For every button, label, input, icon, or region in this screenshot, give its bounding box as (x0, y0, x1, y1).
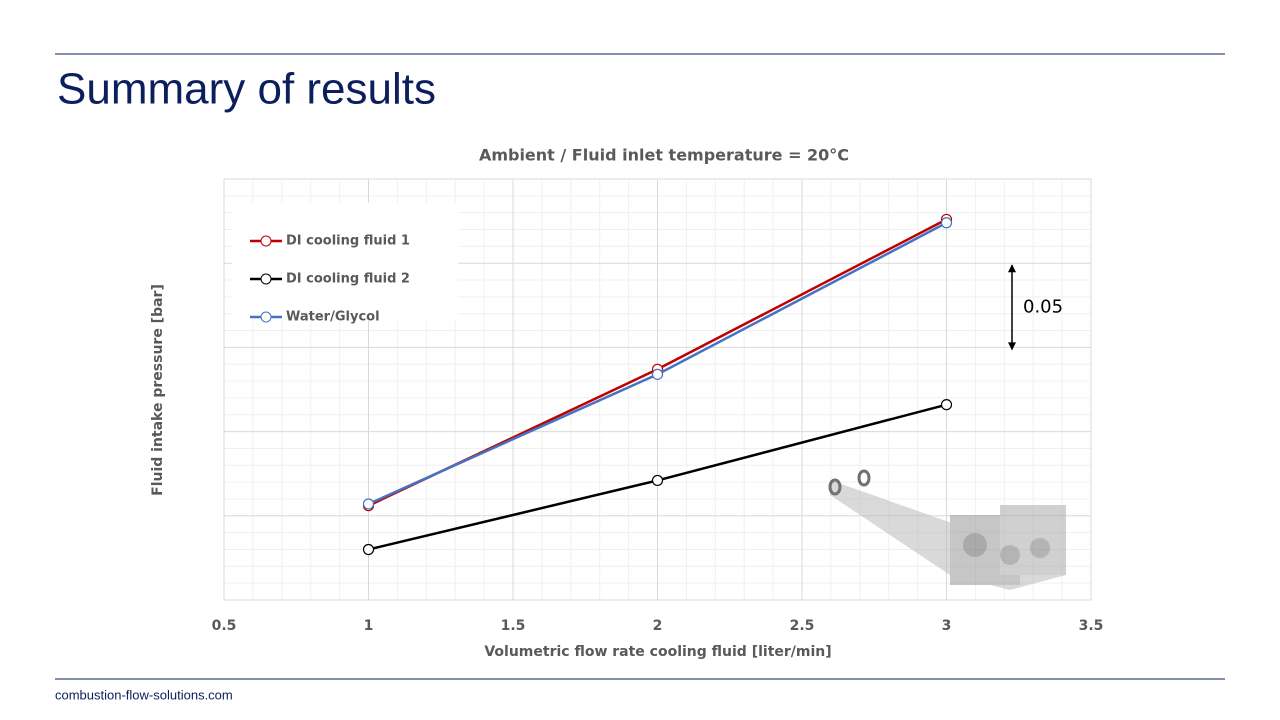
legend-marker (260, 311, 272, 323)
model-image (828, 469, 1066, 590)
footer-text: combustion-flow-solutions.com (55, 687, 233, 702)
arrow-head (1008, 264, 1016, 273)
x-tick-label: 1 (364, 618, 374, 634)
legend-label: Water/Glycol (286, 310, 380, 325)
legend-marker (260, 235, 272, 247)
x-tick-label: 3.5 (1079, 618, 1104, 634)
arrow-head (1008, 342, 1016, 351)
legend-label: DI cooling fluid 2 (286, 272, 410, 287)
legend-box (232, 203, 458, 321)
data-point (651, 368, 664, 380)
x-tick-label: 1.5 (501, 618, 526, 634)
data-point (362, 498, 375, 510)
x-axis-label: Volumetric flow rate cooling fluid [lite… (484, 644, 831, 660)
legend-label: DI cooling fluid 1 (286, 234, 410, 249)
x-tick-label: 3 (942, 618, 952, 634)
annotation-label: 0.05 (1023, 296, 1063, 317)
data-point (940, 399, 953, 411)
x-tick-label: 0.5 (212, 618, 237, 634)
y-axis-label: Fluid intake pressure [bar] (150, 284, 166, 496)
x-tick-label: 2 (653, 618, 663, 634)
data-point (362, 543, 375, 556)
chart-title: Ambient / Fluid inlet temperature = 20°C (479, 146, 849, 165)
data-point (940, 217, 953, 229)
x-tick-label: 2.5 (790, 618, 815, 634)
legend-marker (260, 273, 272, 285)
slide-title: Summary of results (57, 65, 436, 114)
data-point (651, 474, 664, 487)
